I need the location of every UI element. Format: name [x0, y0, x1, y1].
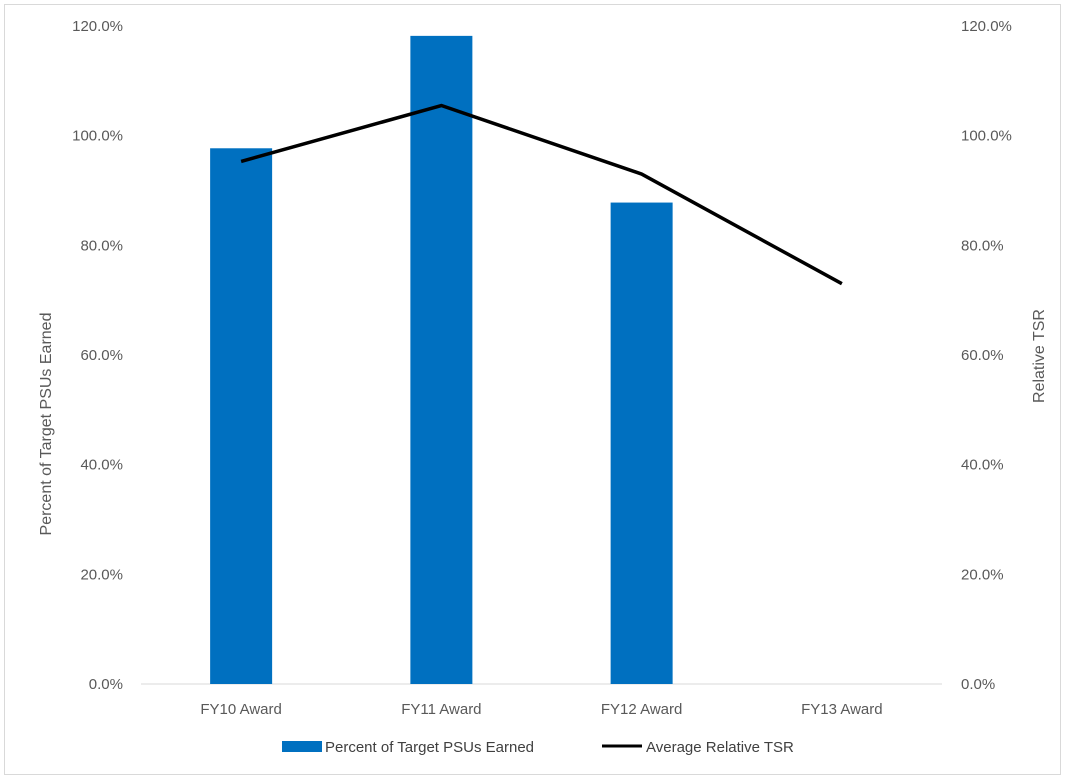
- category-label: FY12 Award: [601, 701, 682, 718]
- bar: [410, 36, 472, 684]
- y-axis-title: Percent of Target PSUs Earned: [38, 313, 55, 536]
- right-tick-label: 0.0%: [961, 676, 995, 693]
- left-tick-label: 60.0%: [80, 347, 123, 364]
- right-axis-ticks: 0.0% 20.0% 40.0% 60.0% 80.0% 100.0% 120.0%: [961, 18, 1012, 693]
- left-tick-label: 120.0%: [72, 18, 123, 35]
- category-label: FY10 Award: [200, 701, 281, 718]
- legend-swatch-bar: [282, 741, 322, 752]
- left-tick-label: 40.0%: [80, 457, 123, 474]
- tsr-line: [241, 106, 842, 284]
- right-tick-label: 100.0%: [961, 128, 1012, 145]
- right-tick-label: 120.0%: [961, 18, 1012, 35]
- left-tick-label: 100.0%: [72, 128, 123, 145]
- left-tick-label: 80.0%: [80, 237, 123, 254]
- category-labels: FY10 Award FY11 Award FY12 Award FY13 Award: [200, 701, 882, 718]
- left-tick-label: 20.0%: [80, 566, 123, 583]
- category-label: FY11 Award: [401, 701, 481, 718]
- legend-label-line: Average Relative TSR: [646, 739, 794, 756]
- right-tick-label: 60.0%: [961, 347, 1004, 364]
- right-tick-label: 20.0%: [961, 566, 1004, 583]
- bar: [210, 148, 272, 684]
- right-tick-label: 80.0%: [961, 237, 1004, 254]
- category-label: FY13 Award: [801, 701, 882, 718]
- y2-axis-title: Relative TSR: [1031, 309, 1048, 403]
- legend: Percent of Target PSUs Earned Average Re…: [282, 739, 794, 756]
- right-tick-label: 40.0%: [961, 457, 1004, 474]
- bar-series: [210, 36, 673, 684]
- left-axis-ticks: 0.0% 20.0% 40.0% 60.0% 80.0% 100.0% 120.0%: [72, 18, 123, 693]
- left-tick-label: 0.0%: [89, 676, 123, 693]
- line-series: [241, 105, 842, 283]
- legend-label-bar: Percent of Target PSUs Earned: [325, 739, 534, 756]
- bar: [611, 203, 673, 684]
